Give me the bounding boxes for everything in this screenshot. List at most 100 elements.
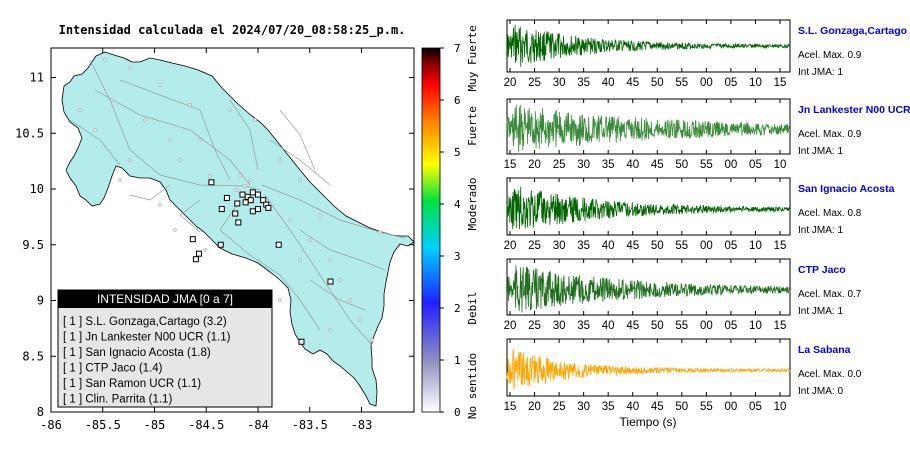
town-dot [203, 248, 207, 252]
map-x-axis: -86 -85.5 -85 -84.5 -84 -83.5 -83 [40, 48, 372, 432]
colorbar-category-label: Fuerte [466, 106, 479, 146]
trace-x-tick-label: 40 [602, 77, 615, 89]
map-x-tick-label: -85 [144, 418, 166, 432]
trace-x-tick-label: 05 [749, 401, 762, 413]
trace-panel: 20 25 30 35 40 45 50 55 00 05 10 15 San Ignacio Acos… [504, 177, 895, 252]
colorbar-tick-label: 7 [454, 42, 461, 55]
station-marker [192, 256, 199, 263]
trace-x-tick-label: 15 [774, 320, 787, 332]
trace-x-tick-label: 15 [774, 77, 787, 89]
trace-x-tick-label: 50 [675, 159, 688, 171]
station-marker [298, 338, 305, 345]
station-marker [234, 200, 241, 207]
trace-x-tick-label: 50 [675, 401, 688, 413]
station-name: La Sabana [798, 344, 851, 356]
trace-x-tick-label: 00 [700, 77, 713, 89]
legend-item: [ 1 ] Clin. Parrita (1.1) [63, 394, 172, 406]
trace-x-tick-label: 35 [602, 401, 615, 413]
legend-item: [ 1 ] S.L. Gonzaga,Cartago (3.2) [63, 316, 227, 328]
town-dot [93, 128, 97, 132]
trace-x-tick-label: 10 [774, 159, 787, 171]
station-marker [208, 179, 215, 186]
town-dot [298, 258, 302, 262]
colorbar-categories: No sentido Debil Moderado Fuerte Muy Fuerte [466, 25, 479, 419]
trace-x-tick-label: 25 [553, 159, 566, 171]
map-y-tick-label: 8.5 [22, 349, 44, 363]
town-dot [128, 158, 132, 162]
time-axis-label: Tiempo (s) [620, 415, 677, 429]
legend-item: [ 1 ] San Ramon UCR (1.1) [63, 378, 201, 390]
trace-x-tick-label: 35 [577, 320, 590, 332]
trace-panel: 15 20 25 30 35 40 45 50 55 00 05 10 La Sabana Acel. M… [504, 338, 862, 413]
trace-waveform [506, 265, 791, 313]
accelerogram-panels: 20 25 30 35 40 45 50 55 00 05 10 15 S.L. Gonzaga,Car… [504, 19, 910, 413]
station-name: S.L. Gonzaga,Cartago [798, 25, 907, 37]
station-marker [265, 204, 272, 211]
station-marker [235, 219, 242, 226]
trace-x-tick-label: 10 [749, 240, 762, 252]
station-marker [275, 241, 282, 248]
town-dot [278, 298, 282, 302]
colorbar-category-label: Debil [466, 291, 479, 324]
trace-x-tick-label: 35 [577, 77, 590, 89]
station-marker [244, 193, 251, 200]
map-x-tick-label: -83.5 [292, 418, 328, 432]
trace-x-tick-label: 55 [675, 320, 688, 332]
trace-x-tick-label: 40 [602, 240, 615, 252]
town-dot [288, 218, 292, 222]
station-marker [217, 241, 224, 248]
map-y-tick-label: 10 [30, 182, 44, 196]
town-dot [248, 178, 252, 182]
legend-item: [ 1 ] San Ignacio Acosta (1.8) [63, 347, 211, 359]
trace-waveform [506, 186, 791, 230]
town-dot [208, 174, 212, 178]
town-dot [78, 108, 82, 112]
trace-x-tick-label: 50 [651, 240, 664, 252]
station-marker [196, 250, 203, 257]
map-y-axis: 11 10.5 10 9.5 9 8.5 8 [15, 71, 414, 419]
trace-x-tick-label: 05 [725, 320, 738, 332]
station-name: San Ignacio Acosta [798, 183, 895, 195]
station-jma-intensity: Int JMA: 1 [798, 306, 843, 317]
figure-title: Intensidad calculada el 2024/07/20_08:58… [59, 23, 406, 38]
town-dot [253, 118, 257, 122]
trace-x-tick-label: 45 [626, 320, 639, 332]
town-dot [358, 318, 362, 322]
colorbar-ticks: 0 1 2 3 4 5 6 7 [440, 42, 461, 419]
station-marker [232, 210, 239, 217]
trace-x-tick-label: 30 [577, 159, 590, 171]
station-marker [327, 278, 334, 285]
station-pins [189, 179, 334, 345]
station-name: Jn Lankester N00 UCR [798, 104, 910, 116]
trace-waveform [506, 349, 791, 390]
trace-x-tick-label: 45 [651, 159, 664, 171]
trace-frame [506, 19, 791, 73]
trace-x-tick-label: 00 [725, 401, 738, 413]
station-marker [249, 189, 256, 196]
colorbar-tick-label: 6 [454, 94, 461, 107]
map-x-tick-label: -84 [247, 418, 269, 432]
town-dot [243, 184, 247, 188]
intensity-legend: INTENSIDAD JMA [0 a 7] [ 1 ] S.L. Gonzag… [57, 289, 273, 408]
station-accel-max: Acel. Max. 0.9 [798, 129, 862, 140]
town-dot [158, 203, 162, 207]
map-y-tick-label: 10.5 [15, 126, 44, 140]
trace-x-tick-label: 55 [675, 240, 688, 252]
trace-x-tick-label: 40 [626, 159, 639, 171]
trace-x-tick-label: 50 [651, 320, 664, 332]
trace-x-tick-label: 40 [626, 401, 639, 413]
trace-x-tick-label: 10 [749, 77, 762, 89]
intensity-colorbar: 0 1 2 3 4 5 6 7 No sentido Debil Moderado Fuerte Mu… [421, 25, 479, 419]
town-dot [118, 178, 122, 182]
town-dot [298, 178, 302, 182]
trace-panel: 20 25 30 35 40 45 50 55 00 05 10 15 CTP Jaco Acel. Ma… [504, 258, 862, 332]
town-dot [318, 213, 322, 217]
trace-x-tick-label: 15 [504, 401, 517, 413]
trace-x-tick-label: 45 [626, 77, 639, 89]
colorbar-tick-label: 3 [454, 250, 461, 263]
town-dot [328, 258, 332, 262]
trace-x-tick-label: 45 [651, 401, 664, 413]
legend-box [57, 289, 273, 408]
station-marker [239, 191, 246, 198]
station-jma-intensity: Int JMA: 1 [798, 225, 843, 236]
